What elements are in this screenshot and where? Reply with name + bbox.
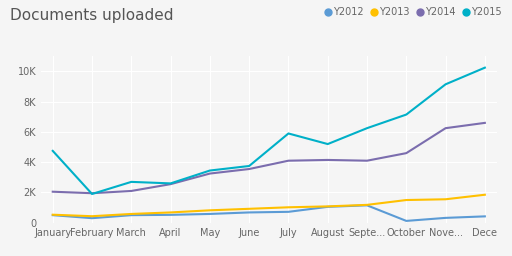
- Y2015: [285, 132, 291, 135]
- Y2014: [285, 159, 291, 162]
- Legend: Y2012, Y2013, Y2014, Y2015: Y2012, Y2013, Y2014, Y2015: [325, 7, 502, 17]
- Y2014: [89, 192, 95, 195]
- Y2012: [207, 212, 213, 216]
- Y2013: [167, 211, 174, 214]
- Y2014: [207, 172, 213, 175]
- Y2013: [50, 213, 56, 216]
- Line: Y2014: Y2014: [53, 123, 485, 193]
- Line: Y2012: Y2012: [53, 205, 485, 221]
- Y2015: [364, 127, 370, 130]
- Y2013: [285, 206, 291, 209]
- Line: Y2015: Y2015: [53, 68, 485, 194]
- Y2013: [89, 215, 95, 218]
- Y2013: [128, 212, 134, 216]
- Y2013: [246, 207, 252, 210]
- Y2015: [89, 193, 95, 196]
- Y2015: [207, 169, 213, 172]
- Y2012: [50, 214, 56, 217]
- Y2015: [482, 66, 488, 69]
- Y2014: [128, 189, 134, 193]
- Y2012: [325, 205, 331, 208]
- Y2012: [482, 215, 488, 218]
- Y2015: [167, 182, 174, 185]
- Y2012: [442, 216, 449, 219]
- Y2014: [482, 121, 488, 124]
- Y2015: [50, 149, 56, 152]
- Y2015: [325, 143, 331, 146]
- Y2013: [364, 203, 370, 206]
- Text: Documents uploaded: Documents uploaded: [10, 8, 174, 23]
- Y2012: [364, 204, 370, 207]
- Y2012: [246, 211, 252, 214]
- Y2015: [403, 113, 410, 116]
- Y2012: [167, 213, 174, 216]
- Y2012: [403, 219, 410, 222]
- Y2014: [442, 127, 449, 130]
- Y2014: [325, 158, 331, 162]
- Y2014: [364, 159, 370, 162]
- Y2013: [207, 209, 213, 212]
- Y2015: [128, 180, 134, 183]
- Y2013: [442, 198, 449, 201]
- Y2015: [442, 83, 449, 86]
- Y2014: [246, 167, 252, 170]
- Y2014: [167, 183, 174, 186]
- Y2012: [128, 214, 134, 217]
- Y2014: [50, 190, 56, 193]
- Y2013: [325, 205, 331, 208]
- Y2014: [403, 152, 410, 155]
- Y2015: [246, 164, 252, 167]
- Y2012: [89, 217, 95, 220]
- Y2012: [285, 210, 291, 213]
- Line: Y2013: Y2013: [53, 195, 485, 216]
- Y2013: [403, 198, 410, 201]
- Y2013: [482, 193, 488, 196]
